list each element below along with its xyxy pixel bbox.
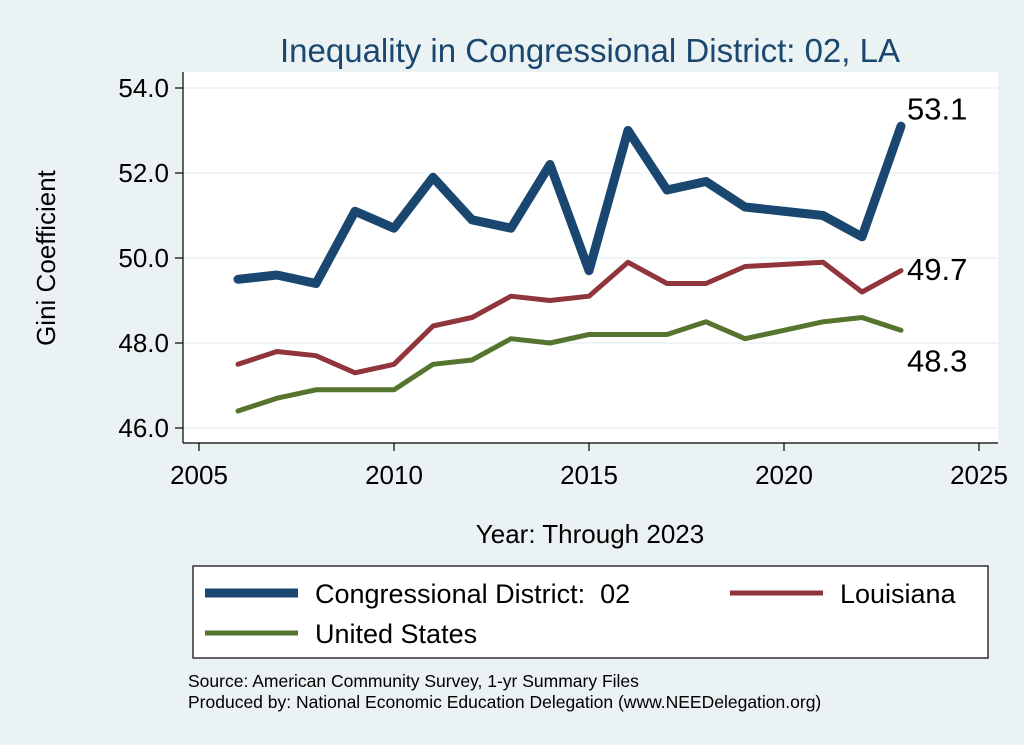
- series-line-united-states: [235, 315, 904, 414]
- end-labels: 53.1 49.7 48.3: [907, 91, 967, 378]
- x-axis: 2005 2010 2015 2020 2025: [170, 442, 1008, 490]
- y-tick-label: 50.0: [118, 243, 169, 273]
- y-axis-title: Gini Coefficient: [31, 169, 61, 346]
- y-tick-label: 46.0: [118, 413, 169, 443]
- legend: Congressional District: 02 Louisiana Uni…: [192, 565, 989, 659]
- chart-title: Inequality in Congressional District: 02…: [280, 32, 900, 69]
- legend-box: [192, 565, 989, 659]
- x-tick-label: 2015: [560, 460, 618, 490]
- producer-note: Produced by: National Economic Education…: [188, 692, 821, 712]
- x-axis-title: Year: Through 2023: [476, 519, 704, 549]
- x-tick-label: 2005: [170, 460, 228, 490]
- legend-label-louisiana: Louisiana: [840, 579, 957, 609]
- series-lines: [233, 121, 906, 414]
- y-tick-label: 52.0: [118, 158, 169, 188]
- end-label-louisiana: 49.7: [907, 252, 967, 287]
- end-label-district: 53.1: [907, 91, 967, 126]
- end-label-united-states: 48.3: [907, 343, 967, 378]
- source-note: Source: American Community Survey, 1-yr …: [188, 671, 639, 691]
- x-tick-label: 2010: [365, 460, 423, 490]
- legend-label-united-states: United States: [315, 619, 477, 649]
- y-axis: 46.0 48.0 50.0 52.0 54.0: [118, 72, 184, 443]
- x-tick-label: 2025: [950, 460, 1008, 490]
- x-tick-label: 2020: [755, 460, 813, 490]
- legend-label-district: Congressional District: 02: [315, 579, 630, 609]
- y-tick-label: 54.0: [118, 73, 169, 103]
- series-line-louisiana: [235, 259, 904, 376]
- y-tick-label: 48.0: [118, 328, 169, 358]
- series-line-district: [233, 121, 906, 288]
